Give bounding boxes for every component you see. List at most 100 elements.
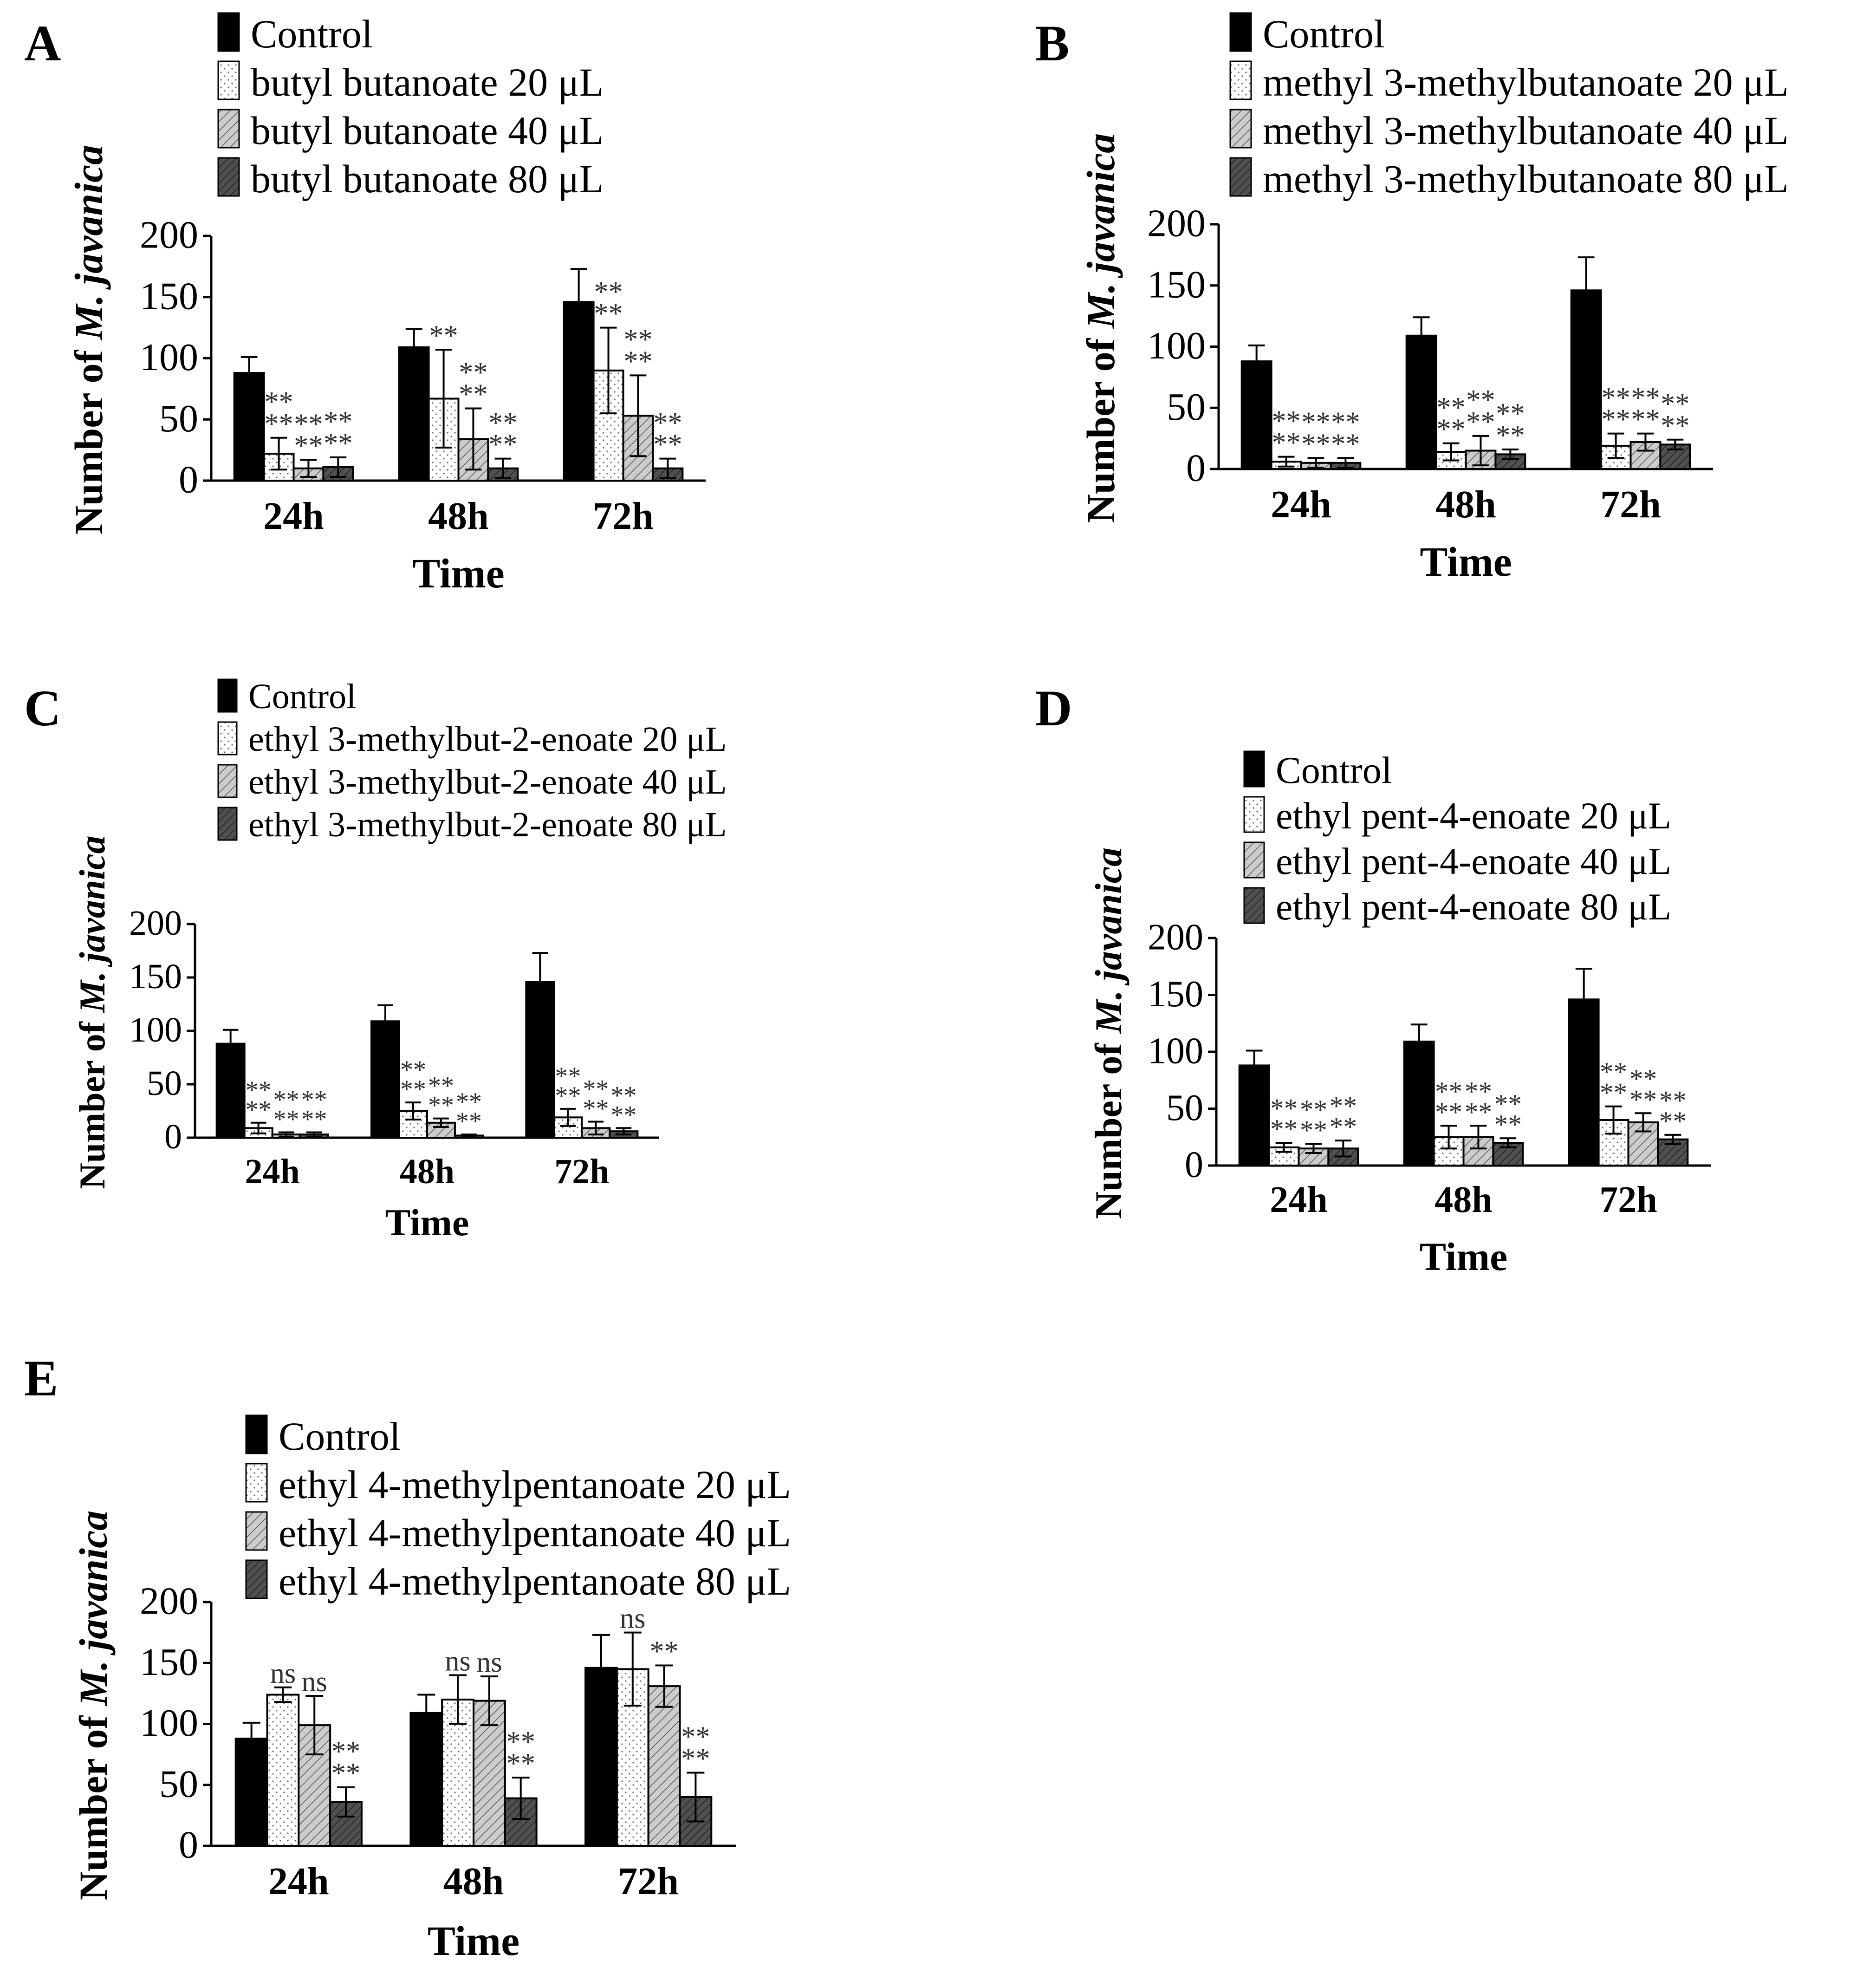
significance-label: ** (459, 357, 487, 389)
y-tick-label: 0 (179, 1824, 198, 1867)
y-tick-label: 0 (164, 1117, 182, 1156)
legend-label: Control (251, 12, 373, 56)
x-tick-label: 24h (268, 1860, 329, 1903)
x-axis-label: Time (428, 1918, 519, 1964)
legend-label: ethyl 3-methylbut-2-enoate 40 μL (248, 762, 727, 801)
significance-label: ** (428, 1091, 454, 1120)
bar (1240, 360, 1272, 470)
legend-swatch-1 (245, 1463, 268, 1503)
significance-label: ** (610, 1101, 636, 1129)
legend-label: ethyl 3-methylbut-2-enoate 80 μL (248, 805, 727, 844)
legend-label: ethyl pent-4-enoate 40 μL (1276, 840, 1671, 882)
bar (398, 346, 430, 482)
x-tick-label: 24h (1270, 1179, 1328, 1220)
x-tick-label: 72h (554, 1152, 609, 1191)
significance-label: ** (1331, 406, 1360, 438)
legend-label: butyl butanoate 80 μL (251, 156, 604, 201)
significance-label: ** (1436, 391, 1465, 423)
significance-label: ** (1331, 428, 1360, 460)
significance-label: ** (506, 1747, 535, 1779)
legend-label: ethyl 3-methylbut-2-enoate 20 μL (248, 720, 727, 759)
significance-label: ** (1494, 1088, 1522, 1119)
significance-label: ns (620, 1603, 645, 1635)
significance-label: ** (1466, 384, 1495, 416)
significance-label: ** (1435, 1096, 1462, 1127)
y-tick-label: 0 (179, 458, 198, 502)
significance-label: ** (488, 407, 517, 439)
legend-swatch-2 (217, 109, 240, 149)
bar (233, 372, 265, 482)
significance-label: ** (623, 345, 652, 377)
significance-label: ** (273, 1105, 299, 1134)
significance-label: ** (1300, 1094, 1327, 1125)
significance-label: ** (1631, 382, 1660, 414)
significance-label: ** (555, 1081, 581, 1110)
bar (1238, 1064, 1270, 1166)
x-axis-label: Time (1420, 539, 1512, 585)
legend-label: Control (1263, 12, 1385, 56)
x-tick-label: 72h (1600, 483, 1661, 526)
significance-label: ** (428, 1072, 454, 1101)
y-tick-label: 200 (1148, 917, 1203, 958)
significance-label: ** (1661, 388, 1689, 420)
significance-label: ** (1465, 1076, 1492, 1107)
y-tick-label: 0 (1185, 1144, 1203, 1185)
legend-label: ethyl pent-4-enoate 80 μL (1276, 886, 1671, 928)
y-axis-label: Number of M. javanica (72, 835, 112, 1189)
legend-swatch-1 (217, 60, 240, 100)
significance-label: ns (445, 1645, 470, 1677)
legend-label: methyl 3-methylbutanoate 80 μL (1263, 156, 1789, 201)
significance-label: ** (594, 276, 623, 308)
significance-label: ** (1494, 1109, 1522, 1140)
y-tick-label: 200 (129, 904, 182, 943)
bar (525, 981, 555, 1139)
significance-label: ** (456, 1107, 482, 1136)
x-tick-label: 48h (1435, 483, 1496, 526)
significance-label: ** (1600, 1056, 1627, 1087)
legend-swatch-3 (245, 1559, 268, 1599)
bar (1570, 289, 1602, 470)
y-tick-label: 50 (1166, 1088, 1203, 1128)
legend-swatch-1 (1229, 60, 1252, 100)
significance-label: ** (1270, 1114, 1298, 1144)
legend-swatch-3 (1229, 157, 1252, 197)
y-tick-label: 150 (129, 957, 182, 996)
legend-label: ethyl 4-methylpentanoate 80 μL (279, 1559, 791, 1603)
panel-label: B (1035, 15, 1069, 72)
significance-label: ** (1661, 410, 1689, 442)
y-tick-label: 150 (140, 1641, 198, 1684)
significance-label: ** (456, 1088, 482, 1116)
significance-label: ** (1629, 1063, 1657, 1094)
significance-label: ** (583, 1094, 609, 1123)
panel-label: C (24, 680, 61, 736)
legend-label: Control (248, 677, 356, 716)
significance-label: ** (1601, 382, 1630, 414)
x-tick-label: 72h (593, 495, 654, 538)
y-tick-label: 150 (1147, 263, 1206, 306)
significance-label: ** (246, 1095, 272, 1124)
x-axis-label: Time (412, 551, 504, 597)
legend-swatch-0 (245, 1414, 268, 1454)
legend-label: Control (1276, 749, 1392, 791)
x-axis-label: Time (1420, 1234, 1508, 1279)
bar (409, 1712, 443, 1847)
significance-label: ** (400, 1075, 426, 1104)
bar (584, 1667, 618, 1847)
legend-label: Control (279, 1414, 401, 1459)
y-tick-label: 200 (1147, 202, 1206, 245)
significance-label: ** (1496, 397, 1525, 430)
significance-label: ** (649, 1635, 678, 1668)
significance-label: ns (476, 1646, 502, 1678)
significance-label: ** (246, 1076, 272, 1105)
significance-label: ** (1659, 1085, 1687, 1115)
y-tick-label: 100 (140, 336, 198, 379)
significance-label: ** (1466, 406, 1495, 438)
significance-label: ** (594, 298, 623, 330)
significance-label: ** (324, 427, 352, 459)
